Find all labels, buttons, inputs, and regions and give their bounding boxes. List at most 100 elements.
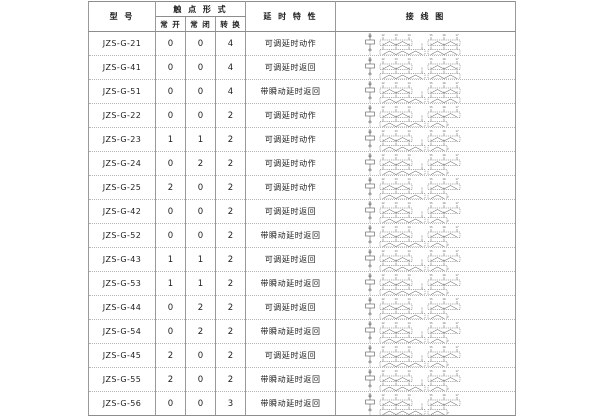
table-row: JZS-G-22 0 0 2 可调延时动作 11 1 12 13 14 15 16 17 2 3 4… <box>88 103 516 128</box>
svg-text:4: 4 <box>408 282 410 286</box>
cell-contact-nc: 0 <box>185 367 216 392</box>
cell-contact-no: 0 <box>155 391 186 416</box>
svg-text:1: 1 <box>369 267 371 271</box>
svg-text:16: 16 <box>442 177 446 181</box>
wiring-diagram-a-icon: 11 1 12 13 14 15 16 17 2 3 4 5 5 6 7 <box>336 56 515 79</box>
svg-text:16: 16 <box>442 249 446 253</box>
svg-text:4: 4 <box>408 354 410 358</box>
svg-text:5: 5 <box>421 282 423 286</box>
svg-text:1: 1 <box>369 75 371 79</box>
cell-contact-changeover: 2 <box>215 319 246 344</box>
svg-text:1: 1 <box>369 123 371 127</box>
cell-model: JZS-G-43 <box>88 247 156 272</box>
svg-text:4: 4 <box>408 66 410 70</box>
svg-text:16: 16 <box>442 345 446 349</box>
svg-text:11: 11 <box>368 393 372 396</box>
svg-text:3: 3 <box>395 66 397 70</box>
header-contact-normally-open: 常 开 <box>155 16 186 32</box>
table-row: JZS-G-55 2 0 2 带瞬动延时返回 11 1 12 13 14 15 16 17 2 3… <box>88 367 516 392</box>
svg-text:3: 3 <box>395 90 397 94</box>
table-row: JZS-G-45 2 0 2 可调延时返回 11 1 12 13 14 15 16 17 2 3 4… <box>88 343 516 368</box>
svg-text:1: 1 <box>369 243 371 247</box>
cell-contact-nc: 2 <box>185 295 216 320</box>
svg-text:2: 2 <box>382 234 384 238</box>
cell-wiring-diagram: 11 1 12 13 14 15 16 17 2 3 4 5 5 6 7 <box>335 199 516 224</box>
header-model: 型 号 <box>88 1 156 32</box>
svg-text:17: 17 <box>455 321 459 325</box>
cell-contact-changeover: 2 <box>215 295 246 320</box>
svg-text:3: 3 <box>395 114 397 118</box>
svg-text:3: 3 <box>395 42 397 46</box>
svg-text:12: 12 <box>381 81 385 85</box>
svg-text:5: 5 <box>421 162 423 166</box>
svg-text:13: 13 <box>394 369 398 373</box>
svg-text:13: 13 <box>394 225 398 229</box>
svg-text:14: 14 <box>407 249 411 253</box>
svg-text:7: 7 <box>447 315 449 319</box>
svg-text:12: 12 <box>381 249 385 253</box>
cell-contact-nc: 0 <box>185 223 216 248</box>
svg-text:12: 12 <box>381 201 385 205</box>
cell-contact-nc: 1 <box>185 247 216 272</box>
svg-text:6: 6 <box>443 138 445 142</box>
cell-wiring-diagram: 11 1 12 13 14 15 16 17 2 3 4 5 5 6 7 <box>335 55 516 80</box>
svg-text:3: 3 <box>395 330 397 334</box>
svg-text:11: 11 <box>368 177 372 180</box>
cell-contact-nc: 0 <box>185 391 216 416</box>
svg-text:5: 5 <box>430 162 432 166</box>
svg-text:7: 7 <box>447 339 449 343</box>
svg-text:13: 13 <box>394 33 398 37</box>
svg-text:4: 4 <box>408 258 410 262</box>
svg-text:5: 5 <box>430 90 432 94</box>
table-row: JZS-G-42 0 0 2 可调延时返回 11 1 12 13 14 15 16 17 2 3 4… <box>88 199 516 224</box>
cell-delay-characteristic: 可调延时返回 <box>245 343 336 368</box>
svg-text:7: 7 <box>447 243 449 247</box>
cell-delay-characteristic: 可调延时动作 <box>245 127 336 152</box>
svg-text:5: 5 <box>421 114 423 118</box>
svg-text:6: 6 <box>443 234 445 238</box>
table-row: JZS-G-52 0 0 2 带瞬动延时返回 11 1 12 13 14 15 16 17 2 3… <box>88 223 516 248</box>
svg-text:7: 7 <box>447 363 449 367</box>
cell-contact-changeover: 4 <box>215 79 246 104</box>
cell-model: JZS-G-52 <box>88 223 156 248</box>
svg-text:13: 13 <box>394 321 398 325</box>
wiring-diagram-b-icon: 11 1 12 13 14 15 16 17 2 3 4 5 5 6 7 <box>336 272 515 295</box>
cell-contact-nc: 0 <box>185 343 216 368</box>
svg-text:11: 11 <box>368 81 372 84</box>
svg-text:12: 12 <box>381 57 385 61</box>
svg-text:13: 13 <box>394 201 398 205</box>
svg-text:1: 1 <box>369 291 371 295</box>
svg-text:12: 12 <box>381 321 385 325</box>
cell-contact-changeover: 2 <box>215 271 246 296</box>
cell-contact-changeover: 4 <box>215 31 246 56</box>
cell-contact-no: 0 <box>155 103 186 128</box>
svg-text:15: 15 <box>429 321 433 325</box>
svg-text:5: 5 <box>430 138 432 142</box>
svg-text:5: 5 <box>421 186 423 190</box>
svg-text:16: 16 <box>442 273 446 277</box>
svg-text:4: 4 <box>408 162 410 166</box>
svg-text:11: 11 <box>368 57 372 60</box>
svg-text:16: 16 <box>442 201 446 205</box>
svg-text:13: 13 <box>394 249 398 253</box>
svg-text:14: 14 <box>407 81 411 85</box>
cell-delay-characteristic: 可调延时动作 <box>245 31 336 56</box>
svg-text:12: 12 <box>381 129 385 133</box>
cell-contact-no: 0 <box>155 295 186 320</box>
cell-contact-changeover: 2 <box>215 175 246 200</box>
cell-wiring-diagram: 11 1 12 13 14 15 16 17 2 3 4 5 5 6 7 <box>335 103 516 128</box>
svg-text:5: 5 <box>430 258 432 262</box>
svg-text:5: 5 <box>430 186 432 190</box>
svg-text:1: 1 <box>369 387 371 391</box>
svg-text:15: 15 <box>429 129 433 133</box>
cell-delay-characteristic: 可调延时返回 <box>245 295 336 320</box>
svg-text:16: 16 <box>442 297 446 301</box>
cell-model: JZS-G-51 <box>88 79 156 104</box>
table-row: JZS-G-24 0 2 2 可调延时动作 11 1 12 13 14 15 16 17 2 3 4… <box>88 151 516 176</box>
wiring-diagram-a-icon: 11 1 12 13 14 15 16 17 2 3 4 5 5 6 7 <box>336 32 515 55</box>
table-row: JZS-G-25 2 0 2 可调延时动作 11 1 12 13 14 15 16 17 2 3 4… <box>88 175 516 200</box>
cell-contact-no: 0 <box>155 223 186 248</box>
cell-wiring-diagram: 11 1 12 13 14 15 16 17 2 3 4 5 5 6 7 <box>335 391 516 416</box>
cell-contact-no: 1 <box>155 271 186 296</box>
svg-text:2: 2 <box>382 186 384 190</box>
